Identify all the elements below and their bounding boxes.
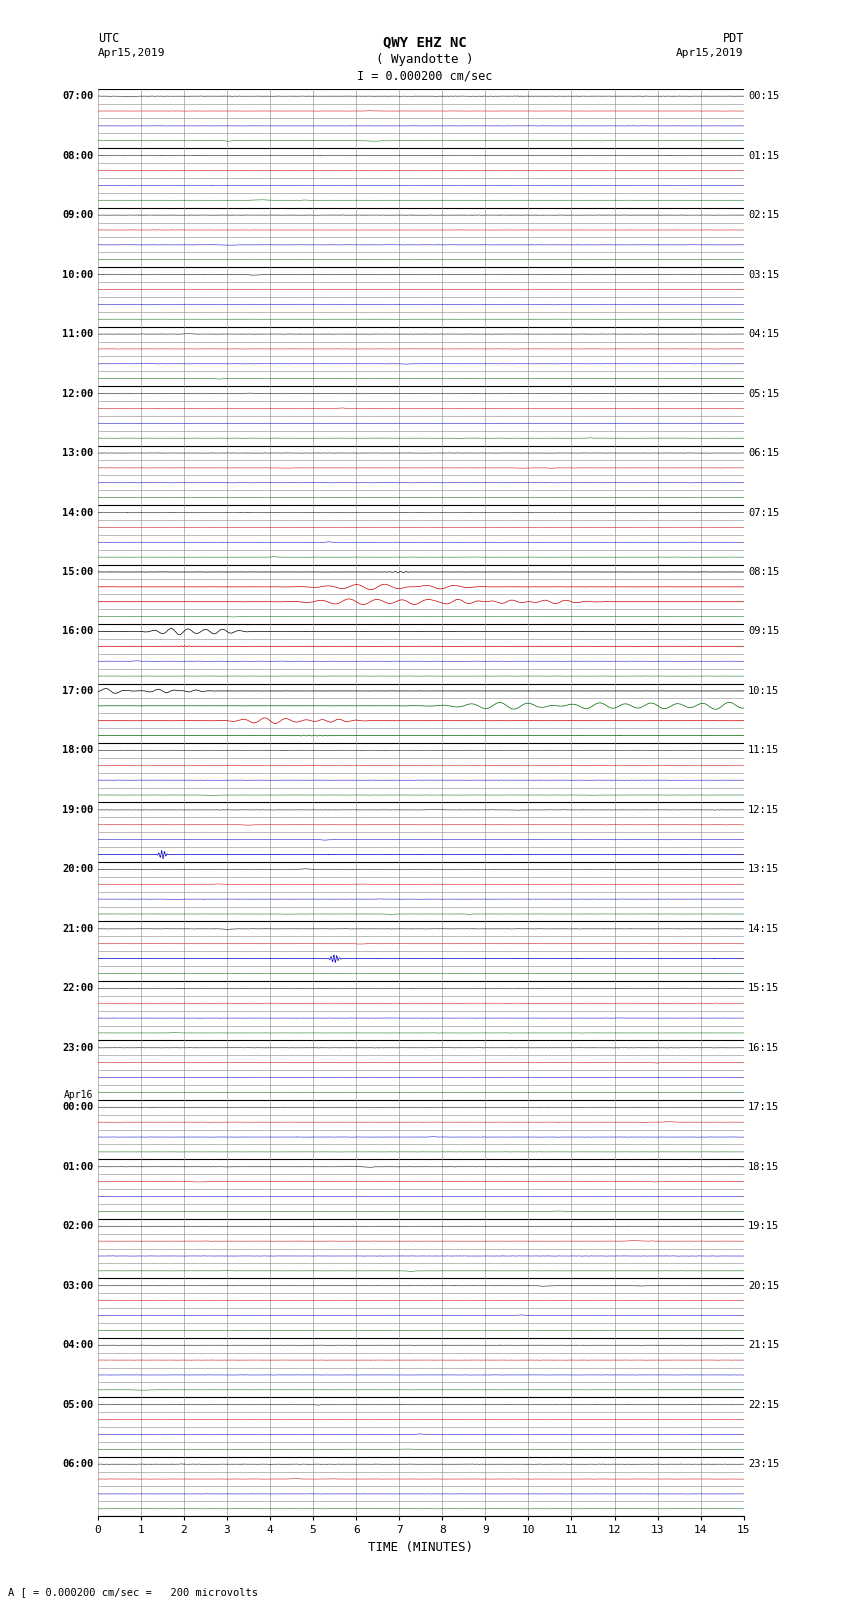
- Text: 18:15: 18:15: [748, 1161, 779, 1171]
- Text: Apr15,2019: Apr15,2019: [677, 48, 744, 58]
- Text: 02:00: 02:00: [62, 1221, 94, 1231]
- Text: 12:15: 12:15: [748, 805, 779, 815]
- Text: 04:15: 04:15: [748, 329, 779, 339]
- Text: 03:15: 03:15: [748, 269, 779, 279]
- Text: 01:00: 01:00: [62, 1161, 94, 1171]
- Text: 19:00: 19:00: [62, 805, 94, 815]
- Text: Apr16: Apr16: [64, 1090, 94, 1100]
- Text: 10:00: 10:00: [62, 269, 94, 279]
- Text: 05:00: 05:00: [62, 1400, 94, 1410]
- Text: 17:00: 17:00: [62, 686, 94, 695]
- Text: 07:00: 07:00: [62, 92, 94, 102]
- Text: 15:15: 15:15: [748, 984, 779, 994]
- Text: 01:15: 01:15: [748, 150, 779, 161]
- Text: 22:00: 22:00: [62, 984, 94, 994]
- Text: 23:15: 23:15: [748, 1460, 779, 1469]
- X-axis label: TIME (MINUTES): TIME (MINUTES): [368, 1540, 473, 1553]
- Text: 14:00: 14:00: [62, 508, 94, 518]
- Text: 16:15: 16:15: [748, 1044, 779, 1053]
- Text: 20:00: 20:00: [62, 865, 94, 874]
- Text: QWY EHZ NC: QWY EHZ NC: [383, 35, 467, 50]
- Text: A [ = 0.000200 cm/sec =   200 microvolts: A [ = 0.000200 cm/sec = 200 microvolts: [8, 1587, 258, 1597]
- Text: 09:15: 09:15: [748, 626, 779, 637]
- Text: I = 0.000200 cm/sec: I = 0.000200 cm/sec: [357, 69, 493, 82]
- Text: Apr15,2019: Apr15,2019: [98, 48, 165, 58]
- Text: PDT: PDT: [722, 32, 744, 45]
- Text: 09:00: 09:00: [62, 210, 94, 219]
- Text: 06:00: 06:00: [62, 1460, 94, 1469]
- Text: 11:00: 11:00: [62, 329, 94, 339]
- Text: 14:15: 14:15: [748, 924, 779, 934]
- Text: 12:00: 12:00: [62, 389, 94, 398]
- Text: 11:15: 11:15: [748, 745, 779, 755]
- Text: 18:00: 18:00: [62, 745, 94, 755]
- Text: 19:15: 19:15: [748, 1221, 779, 1231]
- Text: 21:15: 21:15: [748, 1340, 779, 1350]
- Text: 08:15: 08:15: [748, 568, 779, 577]
- Text: 10:15: 10:15: [748, 686, 779, 695]
- Text: 22:15: 22:15: [748, 1400, 779, 1410]
- Text: 13:00: 13:00: [62, 448, 94, 458]
- Text: 03:00: 03:00: [62, 1281, 94, 1290]
- Text: 04:00: 04:00: [62, 1340, 94, 1350]
- Text: 16:00: 16:00: [62, 626, 94, 637]
- Text: 02:15: 02:15: [748, 210, 779, 219]
- Text: UTC: UTC: [98, 32, 119, 45]
- Text: 13:15: 13:15: [748, 865, 779, 874]
- Text: 15:00: 15:00: [62, 568, 94, 577]
- Text: 00:15: 00:15: [748, 92, 779, 102]
- Text: 20:15: 20:15: [748, 1281, 779, 1290]
- Text: 07:15: 07:15: [748, 508, 779, 518]
- Text: ( Wyandotte ): ( Wyandotte ): [377, 53, 473, 66]
- Text: 21:00: 21:00: [62, 924, 94, 934]
- Text: 06:15: 06:15: [748, 448, 779, 458]
- Text: 17:15: 17:15: [748, 1102, 779, 1113]
- Text: 05:15: 05:15: [748, 389, 779, 398]
- Text: 23:00: 23:00: [62, 1044, 94, 1053]
- Text: 08:00: 08:00: [62, 150, 94, 161]
- Text: 00:00: 00:00: [62, 1102, 94, 1113]
